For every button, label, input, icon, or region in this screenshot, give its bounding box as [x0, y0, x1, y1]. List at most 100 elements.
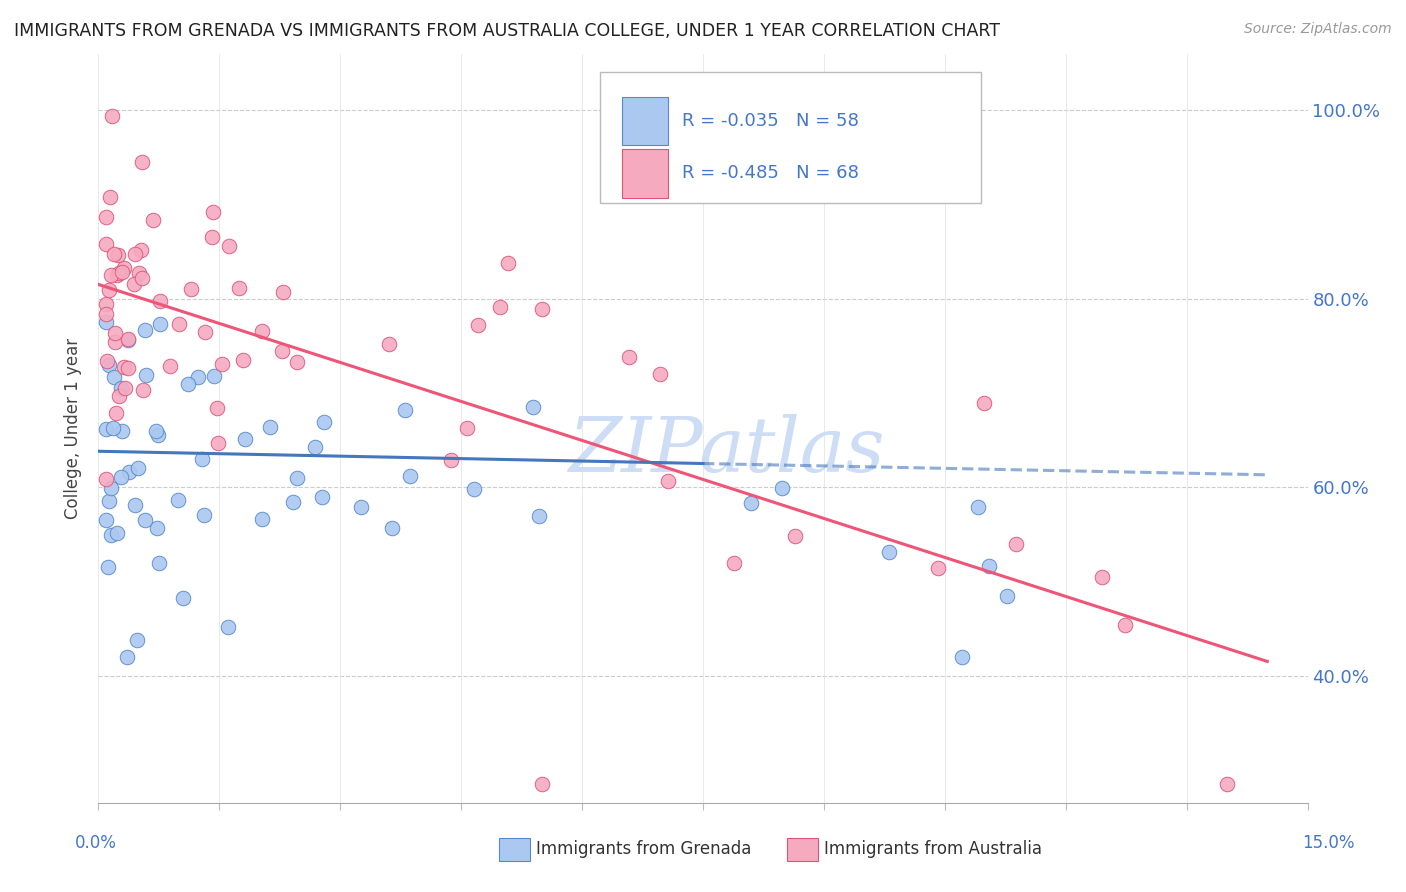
- Text: R = -0.035   N = 58: R = -0.035 N = 58: [682, 112, 859, 130]
- Point: [349, 500, 371, 514]
- Point: [131, 154, 153, 169]
- Point: [1114, 617, 1136, 632]
- Text: 15.0%: 15.0%: [1302, 834, 1355, 852]
- Point: [218, 239, 240, 253]
- Text: Immigrants from Australia: Immigrants from Australia: [824, 840, 1042, 858]
- Point: [100, 268, 122, 282]
- Point: [394, 403, 416, 417]
- Point: [131, 271, 153, 285]
- Point: [118, 465, 141, 479]
- Point: [967, 500, 990, 514]
- Point: [381, 521, 404, 535]
- Point: [281, 494, 304, 508]
- Point: [135, 368, 157, 383]
- Point: [202, 205, 225, 219]
- Point: [111, 424, 134, 438]
- Point: [146, 427, 169, 442]
- Point: [96, 210, 118, 224]
- Point: [104, 326, 127, 341]
- Point: [127, 632, 149, 647]
- Point: [250, 511, 273, 525]
- Point: [129, 243, 152, 257]
- Point: [166, 492, 188, 507]
- Point: [159, 359, 181, 373]
- Point: [98, 494, 121, 508]
- Point: [193, 508, 215, 522]
- Point: [177, 377, 200, 392]
- Point: [440, 452, 463, 467]
- Point: [98, 190, 121, 204]
- Point: [107, 248, 129, 262]
- Point: [96, 422, 118, 436]
- Point: [285, 355, 308, 369]
- Point: [96, 297, 118, 311]
- Point: [201, 230, 224, 244]
- Point: [142, 212, 165, 227]
- Point: [172, 591, 194, 605]
- Point: [995, 589, 1018, 603]
- Point: [100, 481, 122, 495]
- Point: [100, 528, 122, 542]
- Point: [456, 421, 478, 435]
- Point: [117, 333, 139, 347]
- Point: [149, 293, 172, 308]
- Point: [180, 282, 202, 296]
- Point: [270, 344, 292, 359]
- Text: IMMIGRANTS FROM GRENADA VS IMMIGRANTS FROM AUSTRALIA COLLEGE, UNDER 1 YEAR CORRE: IMMIGRANTS FROM GRENADA VS IMMIGRANTS FR…: [14, 22, 1000, 40]
- Point: [977, 559, 1000, 574]
- Point: [783, 529, 806, 543]
- Point: [108, 389, 131, 403]
- Point: [228, 281, 250, 295]
- Point: [467, 318, 489, 333]
- Point: [128, 266, 150, 280]
- Point: [1091, 570, 1114, 584]
- Point: [205, 401, 228, 416]
- Point: [108, 266, 131, 280]
- Point: [110, 470, 132, 484]
- Point: [314, 416, 336, 430]
- Y-axis label: College, Under 1 year: College, Under 1 year: [65, 337, 83, 519]
- Point: [117, 332, 139, 346]
- Text: Source: ZipAtlas.com: Source: ZipAtlas.com: [1244, 22, 1392, 37]
- Point: [202, 368, 225, 383]
- Point: [973, 396, 995, 410]
- Point: [167, 317, 190, 331]
- Point: [1216, 777, 1239, 791]
- Point: [463, 482, 485, 496]
- Point: [96, 472, 118, 486]
- Point: [98, 358, 121, 372]
- Point: [124, 498, 146, 512]
- FancyBboxPatch shape: [600, 72, 981, 203]
- Text: R = -0.485   N = 68: R = -0.485 N = 68: [682, 164, 859, 182]
- Point: [207, 436, 229, 450]
- Point: [927, 561, 949, 575]
- Point: [529, 508, 551, 523]
- Point: [271, 285, 294, 299]
- Point: [96, 353, 118, 368]
- Point: [146, 521, 169, 535]
- Point: [211, 357, 233, 371]
- Text: ZIPatlas: ZIPatlas: [569, 414, 886, 488]
- Point: [101, 420, 124, 434]
- Text: 0.0%: 0.0%: [75, 834, 117, 852]
- Point: [194, 326, 217, 340]
- Point: [217, 620, 239, 634]
- Point: [96, 315, 118, 329]
- Point: [114, 381, 136, 395]
- Point: [145, 424, 167, 438]
- Point: [311, 490, 333, 504]
- Point: [97, 559, 120, 574]
- Point: [104, 406, 127, 420]
- Point: [105, 268, 128, 282]
- Point: [132, 383, 155, 397]
- Point: [530, 302, 553, 317]
- Point: [259, 419, 281, 434]
- Point: [100, 109, 122, 123]
- Point: [127, 461, 149, 475]
- Point: [304, 440, 326, 454]
- Point: [740, 496, 762, 510]
- Point: [489, 300, 512, 314]
- Point: [723, 556, 745, 570]
- Text: Immigrants from Grenada: Immigrants from Grenada: [536, 840, 751, 858]
- Bar: [621, 149, 668, 198]
